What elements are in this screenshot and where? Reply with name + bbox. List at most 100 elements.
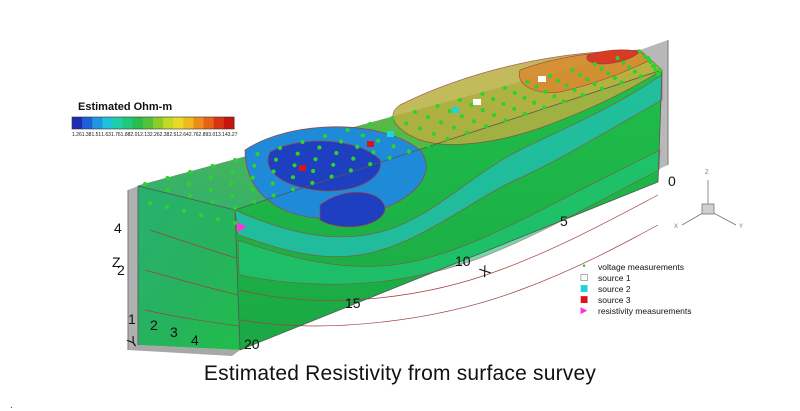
voltage-measurement-point xyxy=(606,71,611,76)
voltage-measurement-point xyxy=(250,175,255,180)
legend-label: source 2 xyxy=(598,284,631,294)
voltage-measurement-point xyxy=(632,69,638,74)
contour-line xyxy=(144,309,240,327)
voltage-measurement-point xyxy=(438,120,443,125)
voltage-measurement-point xyxy=(232,205,238,211)
voltage-measurement-point xyxy=(612,75,617,80)
colorbar-swatch xyxy=(92,117,103,129)
colorbar-swatch xyxy=(122,117,134,129)
band-2 xyxy=(237,149,661,285)
voltage-measurement-point xyxy=(542,105,547,110)
voltage-measurement-point xyxy=(655,71,661,77)
voltage-measurement-point xyxy=(187,169,193,175)
legend-label: source 1 xyxy=(598,273,631,283)
voltage-measurement-point xyxy=(368,162,373,167)
voltage-measurement-point xyxy=(165,175,170,181)
legend-entry: • voltage measurements xyxy=(578,262,692,273)
y-tick-1: 1 xyxy=(128,311,136,327)
colorbar-swatch xyxy=(102,117,113,129)
voltage-measurement-point xyxy=(355,144,360,149)
colorbar-swatch xyxy=(72,117,83,129)
voltage-measurement-point xyxy=(295,151,300,156)
voltage-measurement-point xyxy=(621,60,626,65)
voltage-measurement-point xyxy=(469,102,474,108)
voltage-measurement-point xyxy=(572,88,577,93)
z-tick-2: 2 xyxy=(117,262,125,278)
voltage-measurement-point xyxy=(435,103,440,109)
voltage-measurement-point xyxy=(290,175,296,180)
voltage-measurement-point xyxy=(525,79,530,85)
colorbar-swatch xyxy=(203,117,215,129)
voltage-measurement-point xyxy=(313,157,318,162)
legend: • voltage measurements □ source 1 ■ source 2 ■… xyxy=(578,262,692,317)
colorbar-swatch xyxy=(132,117,144,129)
triad-x-label: X xyxy=(674,224,679,230)
resistivity-measurement-marker xyxy=(237,222,247,232)
voltage-measurement-point xyxy=(215,216,221,222)
voltage-measurement-point xyxy=(411,137,416,143)
voltage-measurement-point xyxy=(164,204,170,210)
colorbar-tick-label: 2.01 xyxy=(130,132,141,138)
voltage-measurement-point xyxy=(345,127,350,133)
contour-line xyxy=(144,269,239,296)
source-3-marker xyxy=(367,141,374,147)
colorbar-swatch xyxy=(223,117,235,129)
voltage-measurement-point xyxy=(491,96,496,102)
voltage-measurement-point xyxy=(492,113,497,118)
voltage-measurement-point xyxy=(208,187,213,192)
x-tick-20: 20 xyxy=(244,336,260,352)
voltage-measurement-point xyxy=(360,133,365,138)
stray-mark: . xyxy=(10,400,13,411)
voltage-measurement-point xyxy=(277,145,283,151)
colorbar xyxy=(71,116,235,130)
front-face xyxy=(138,186,240,350)
voltage-measurement-point xyxy=(471,119,477,124)
colorbar-tick-label: 1.88 xyxy=(120,132,131,138)
edge xyxy=(234,209,241,351)
voltage-measurement-point xyxy=(459,114,464,119)
colorbar-tick-label: 1.51 xyxy=(91,132,102,138)
legend-symbol: ■ xyxy=(579,295,589,305)
source-2-marker xyxy=(387,131,394,137)
voltage-measurement-point xyxy=(187,193,193,199)
voltage-measurement-point xyxy=(232,220,238,226)
voltage-measurement-point xyxy=(404,121,409,126)
colorbar-tick-label: 2.51 xyxy=(169,132,180,138)
voltage-measurement-point xyxy=(142,181,148,187)
voltage-measurement-point xyxy=(425,115,431,120)
colorbar-border xyxy=(71,116,235,130)
colorbar-tick-label: 2.89 xyxy=(198,132,209,138)
legend-entry: ▶ resistivity measurements xyxy=(578,306,692,317)
voltage-measurement-point xyxy=(564,83,569,88)
voltage-measurement-point xyxy=(252,163,257,168)
voltage-measurement-point xyxy=(431,131,436,136)
voltage-measurement-point xyxy=(232,157,238,163)
voltage-measurement-point xyxy=(657,67,663,73)
resistivity-contours xyxy=(144,49,663,327)
voltage-measurement-point xyxy=(390,115,395,121)
voltage-measurement-point xyxy=(512,106,517,111)
voltage-measurement-point xyxy=(147,200,153,206)
voltage-measurement-point xyxy=(250,187,255,192)
voltage-measurement-point xyxy=(457,97,463,103)
colorbar-tick-label: 2.13 xyxy=(140,132,150,138)
colorbar-tick-label: 2.38 xyxy=(159,132,170,138)
voltage-measurement-point xyxy=(650,63,656,69)
source-markers xyxy=(237,76,546,232)
voltage-measurement-point xyxy=(230,193,235,198)
x-tick-0: 0 xyxy=(668,173,676,189)
voltage-measurement-point xyxy=(230,169,235,174)
voltage-measurement-point xyxy=(334,150,339,156)
colorbar-swatch xyxy=(213,117,225,129)
legend-symbol: ▶ xyxy=(580,306,588,316)
colorbar-swatch xyxy=(153,117,164,129)
z-tick-4: 4 xyxy=(114,220,122,236)
triad-cube xyxy=(701,203,715,215)
edge xyxy=(239,181,659,351)
colorbar-tick-label: 3.01 xyxy=(208,132,219,138)
voltage-measurement-point xyxy=(270,181,275,186)
colorbar-swatch xyxy=(193,117,205,129)
voltage-measurement-point xyxy=(501,101,506,107)
figure-caption: Estimated Resistivity from surface surve… xyxy=(203,362,597,385)
